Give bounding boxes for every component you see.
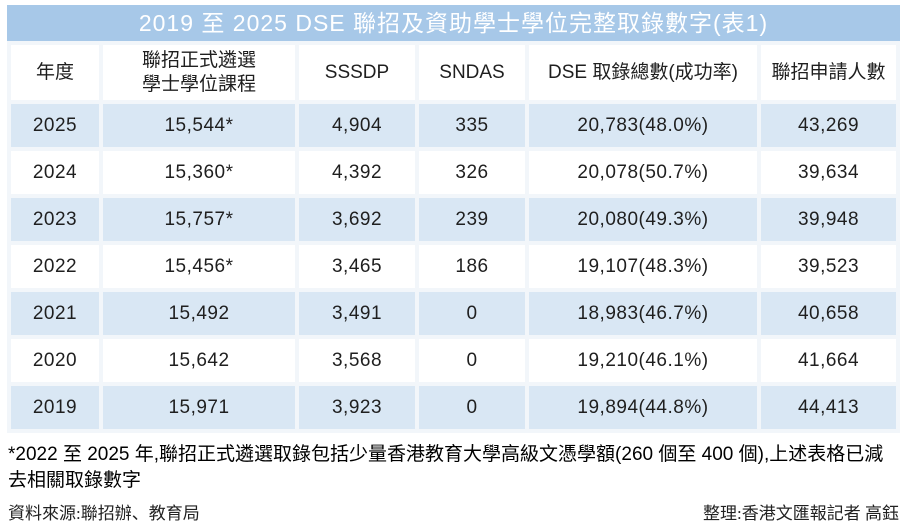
table-row: 2021 15,492 3,491 0 18,983(46.7%) 40,658 (11, 292, 896, 335)
admissions-table: 年度 聯招正式遴選 學士學位課程 SSSDP SNDAS DSE 取錄總數(成功率) 聯招… (7, 41, 900, 433)
value-cell: 326 (419, 151, 525, 194)
column-header: SSSDP (299, 45, 415, 100)
footnote: *2022 至 2025 年,聯招正式遴選取錄包括少量香港教育大學高級文憑學額(… (8, 444, 884, 492)
value-cell: 3,692 (299, 198, 415, 241)
value-cell: 0 (419, 386, 525, 429)
value-cell: 19,107(48.3%) (529, 245, 757, 288)
value-cell: 18,983(46.7%) (529, 292, 757, 335)
value-cell: 20,078(50.7%) (529, 151, 757, 194)
table-row: 2023 15,757* 3,692 239 20,080(49.3%) 39,948 (11, 198, 896, 241)
column-header: 聯招正式遴選 學士學位課程 (103, 45, 295, 100)
column-header: 年度 (11, 45, 99, 100)
value-cell: 15,456* (103, 245, 295, 288)
column-header: DSE 取錄總數(成功率) (529, 45, 757, 100)
data-source: 資料來源:聯招辦、教育局 (8, 504, 200, 524)
value-cell: 20,783(48.0%) (529, 104, 757, 147)
value-cell: 186 (419, 245, 525, 288)
value-cell: 15,642 (103, 339, 295, 382)
value-cell: 239 (419, 198, 525, 241)
year-cell: 2024 (11, 151, 99, 194)
table-title: 2019 至 2025 DSE 聯招及資助學士學位完整取錄數字(表1) (7, 5, 900, 41)
value-cell: 4,392 (299, 151, 415, 194)
table-body: 2025 15,544* 4,904 335 20,783(48.0%) 43,269 20… (11, 104, 896, 429)
year-cell: 2022 (11, 245, 99, 288)
value-cell: 43,269 (761, 104, 896, 147)
value-cell: 40,658 (761, 292, 896, 335)
table-row: 2022 15,456* 3,465 186 19,107(48.3%) 39,523 (11, 245, 896, 288)
table-row: 2025 15,544* 4,904 335 20,783(48.0%) 43,269 (11, 104, 896, 147)
value-cell: 39,948 (761, 198, 896, 241)
value-cell: 15,757* (103, 198, 295, 241)
year-cell: 2019 (11, 386, 99, 429)
year-cell: 2021 (11, 292, 99, 335)
year-cell: 2020 (11, 339, 99, 382)
value-cell: 3,923 (299, 386, 415, 429)
value-cell: 15,360* (103, 151, 295, 194)
value-cell: 3,491 (299, 292, 415, 335)
value-cell: 15,492 (103, 292, 295, 335)
value-cell: 19,894(44.8%) (529, 386, 757, 429)
table-row: 2019 15,971 3,923 0 19,894(44.8%) 44,413 (11, 386, 896, 429)
table-row: 2020 15,642 3,568 0 19,210(46.1%) 41,664 (11, 339, 896, 382)
value-cell: 41,664 (761, 339, 896, 382)
value-cell: 39,523 (761, 245, 896, 288)
header-row: 年度 聯招正式遴選 學士學位課程 SSSDP SNDAS DSE 取錄總數(成功率) 聯招… (11, 45, 896, 100)
value-cell: 15,544* (103, 104, 295, 147)
value-cell: 20,080(49.3%) (529, 198, 757, 241)
year-cell: 2025 (11, 104, 99, 147)
value-cell: 0 (419, 339, 525, 382)
year-cell: 2023 (11, 198, 99, 241)
value-cell: 3,568 (299, 339, 415, 382)
column-header: SNDAS (419, 45, 525, 100)
value-cell: 3,465 (299, 245, 415, 288)
source-row: 資料來源:聯招辦、教育局 整理:香港文匯報記者 高鈺 (8, 499, 899, 524)
value-cell: 44,413 (761, 386, 896, 429)
value-cell: 15,971 (103, 386, 295, 429)
value-cell: 4,904 (299, 104, 415, 147)
value-cell: 0 (419, 292, 525, 335)
value-cell: 335 (419, 104, 525, 147)
credit: 整理:香港文匯報記者 高鈺 (703, 504, 899, 524)
table-row: 2024 15,360* 4,392 326 20,078(50.7%) 39,634 (11, 151, 896, 194)
column-header: 聯招申請人數 (761, 45, 896, 100)
value-cell: 19,210(46.1%) (529, 339, 757, 382)
value-cell: 39,634 (761, 151, 896, 194)
